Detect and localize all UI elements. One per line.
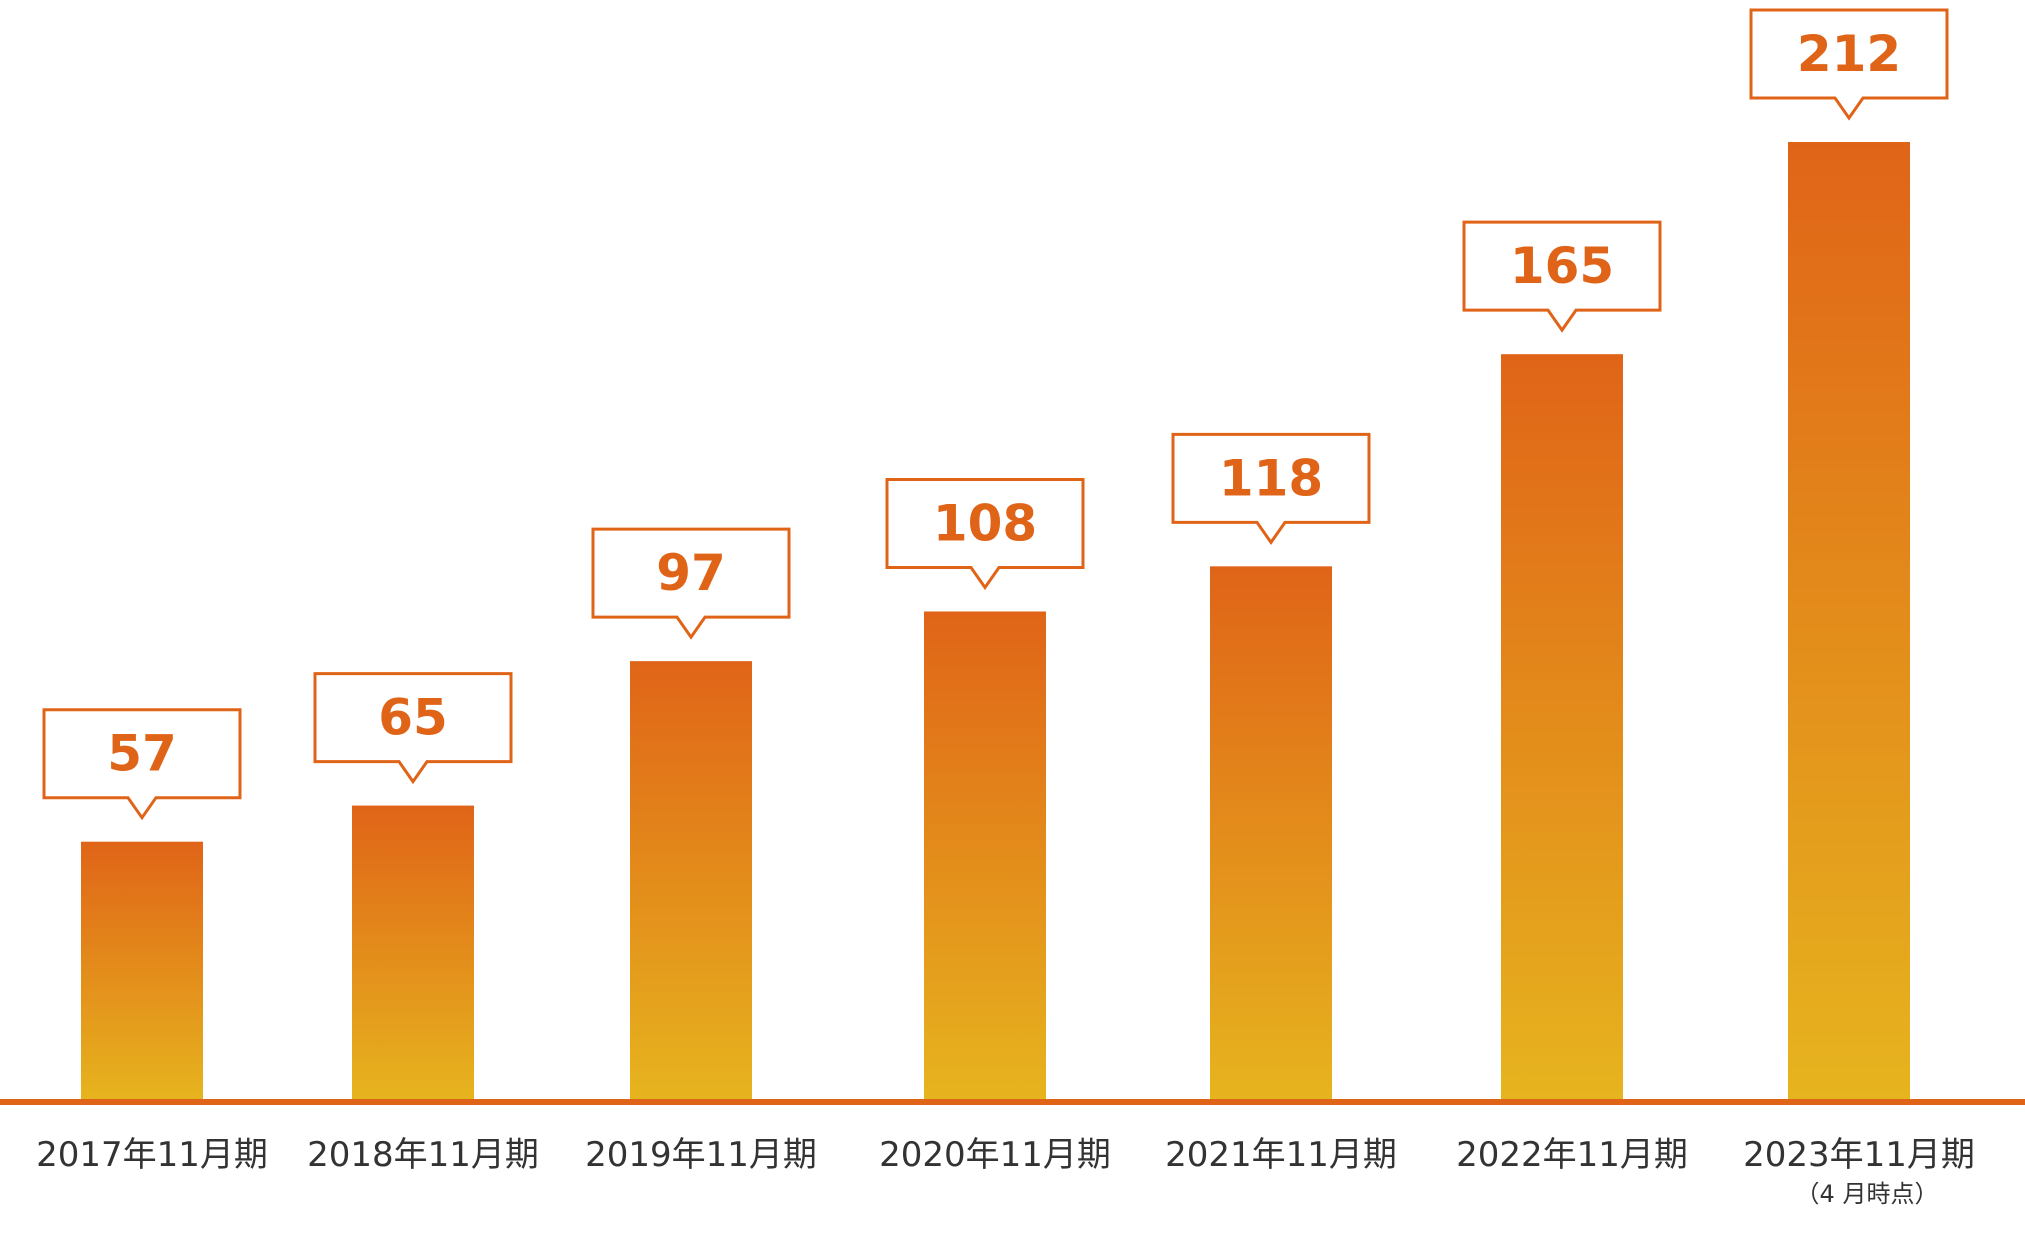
x-tick-label-5: 2021年11月期 <box>1165 1135 1397 1175</box>
value-label-2: 65 <box>378 689 448 747</box>
value-label-6: 165 <box>1510 237 1614 295</box>
value-label-5: 118 <box>1219 449 1323 507</box>
x-tick-label-4: 2020年11月期 <box>879 1135 1111 1175</box>
callout-box <box>885 477 1085 591</box>
data-label-callout-1: 57 <box>42 708 242 821</box>
value-label-7: 212 <box>1797 25 1901 83</box>
x-tick-label-2: 2018年11月期 <box>307 1135 539 1175</box>
x-tick-label-6: 2022年11月期 <box>1456 1135 1688 1175</box>
bar-1 <box>81 841 203 1099</box>
x-axis-baseline <box>0 1099 2025 1105</box>
x-tick-note-7: （4 月時点） <box>1796 1180 1939 1208</box>
data-label-callout-6: 165 <box>1462 220 1662 333</box>
callout-box <box>591 527 791 640</box>
value-label-4: 108 <box>933 494 1037 552</box>
value-label-1: 57 <box>107 725 177 783</box>
callout-box <box>1171 432 1371 545</box>
bar-4 <box>924 611 1046 1099</box>
x-tick-label-7: 2023年11月期 <box>1743 1135 1975 1175</box>
data-label-callout-5: 118 <box>1171 432 1371 545</box>
data-label-callout-3: 97 <box>591 527 791 640</box>
value-label-3: 97 <box>656 544 726 602</box>
callout-box <box>42 708 242 821</box>
x-tick-label-1: 2017年11月期 <box>36 1135 268 1175</box>
bar-2 <box>352 805 474 1099</box>
data-label-callout-2: 65 <box>313 672 513 785</box>
x-tick-label-3: 2019年11月期 <box>585 1135 817 1175</box>
callout-box <box>1462 220 1662 333</box>
callout-box <box>1749 8 1949 121</box>
bar-6 <box>1501 354 1623 1099</box>
bar-5 <box>1210 566 1332 1099</box>
data-labels: 57 65 97 108 118 165 212 <box>42 8 1949 821</box>
bar-3 <box>630 661 752 1099</box>
bar-7 <box>1788 142 1910 1099</box>
callout-box <box>313 672 513 785</box>
x-axis-tick-labels: 2017年11月期 2018年11月期 2019年11月期 2020年11月期 2021… <box>36 1135 1975 1208</box>
bars <box>81 142 1910 1099</box>
data-label-callout-7: 212 <box>1749 8 1949 121</box>
data-label-callout-4: 108 <box>885 477 1085 591</box>
